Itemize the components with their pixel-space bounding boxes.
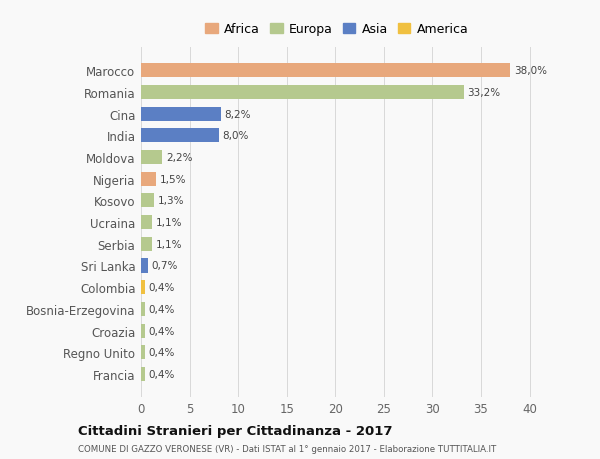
Text: 2,2%: 2,2% <box>166 153 193 162</box>
Bar <box>141 324 145 338</box>
Text: 1,1%: 1,1% <box>155 239 182 249</box>
Text: 1,5%: 1,5% <box>160 174 186 185</box>
Text: 0,7%: 0,7% <box>152 261 178 271</box>
Text: 0,4%: 0,4% <box>149 304 175 314</box>
Bar <box>141 367 145 381</box>
Text: 0,4%: 0,4% <box>149 283 175 292</box>
Bar <box>141 107 221 122</box>
Text: 8,2%: 8,2% <box>224 109 251 119</box>
Bar <box>141 216 152 230</box>
Text: COMUNE DI GAZZO VERONESE (VR) - Dati ISTAT al 1° gennaio 2017 - Elaborazione TUT: COMUNE DI GAZZO VERONESE (VR) - Dati IST… <box>78 444 496 453</box>
Text: 0,4%: 0,4% <box>149 347 175 358</box>
Text: 1,3%: 1,3% <box>158 196 184 206</box>
Text: 1,1%: 1,1% <box>155 218 182 228</box>
Text: 38,0%: 38,0% <box>514 66 547 76</box>
Text: 33,2%: 33,2% <box>467 88 500 98</box>
Bar <box>141 86 464 100</box>
Bar <box>141 237 152 251</box>
Text: Cittadini Stranieri per Cittadinanza - 2017: Cittadini Stranieri per Cittadinanza - 2… <box>78 425 392 437</box>
Text: 8,0%: 8,0% <box>223 131 249 141</box>
Legend: Africa, Europa, Asia, America: Africa, Europa, Asia, America <box>205 23 468 36</box>
Bar <box>141 280 145 295</box>
Text: 0,4%: 0,4% <box>149 326 175 336</box>
Bar <box>141 129 219 143</box>
Bar <box>141 64 510 78</box>
Bar <box>141 346 145 359</box>
Bar <box>141 194 154 208</box>
Bar <box>141 172 155 186</box>
Bar <box>141 302 145 316</box>
Bar <box>141 259 148 273</box>
Bar <box>141 151 163 165</box>
Text: 0,4%: 0,4% <box>149 369 175 379</box>
